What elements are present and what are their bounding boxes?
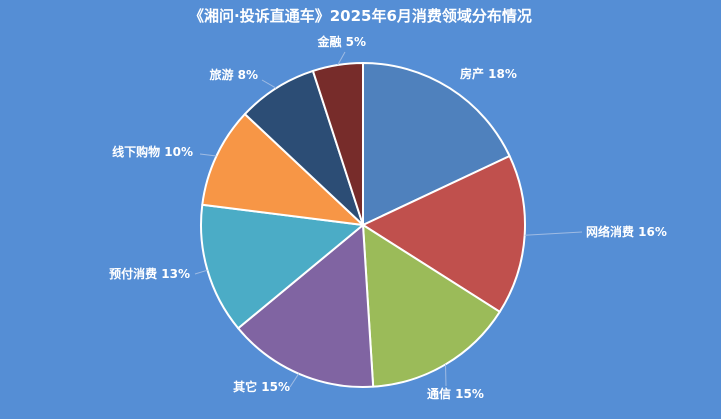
chart-title: 《湘问·投诉直通车》2025年6月消费领域分布情况 [189,7,532,25]
leader-line-6 [199,153,217,157]
data-label-3: 通信 15% [427,386,484,401]
data-label-2: 网络消费 16% [586,224,667,239]
leader-lines-layer [194,51,583,388]
data-label-5: 预付消费 13% [109,266,190,281]
leader-line-8 [337,51,346,66]
pie-slice-1 [362,62,511,226]
pie-slice-4 [237,224,375,388]
leader-line-2 [524,231,583,236]
leader-line-4 [289,373,300,388]
data-label-1: 房产 18% [460,66,517,81]
pie-slice-3 [362,224,501,388]
pie-slice-6 [201,113,364,226]
leader-line-5 [194,269,208,275]
leader-line-3 [445,364,447,387]
pie-slice-2 [362,155,526,313]
data-labels-layer: 房产 18% 网络消费 16% 通信 15% 其它 15% 预付消费 13% 线下购物 1… [109,34,667,401]
pie-slice-8 [311,62,364,226]
data-label-8: 金融 5% [316,34,366,49]
data-label-6: 线下购物 10% [112,144,193,159]
data-label-7: 旅游 8% [209,67,258,82]
leader-line-7 [261,79,277,89]
pie-slice-5 [200,203,364,330]
data-label-4: 其它 15% [233,379,290,394]
slices-layer [200,62,526,388]
